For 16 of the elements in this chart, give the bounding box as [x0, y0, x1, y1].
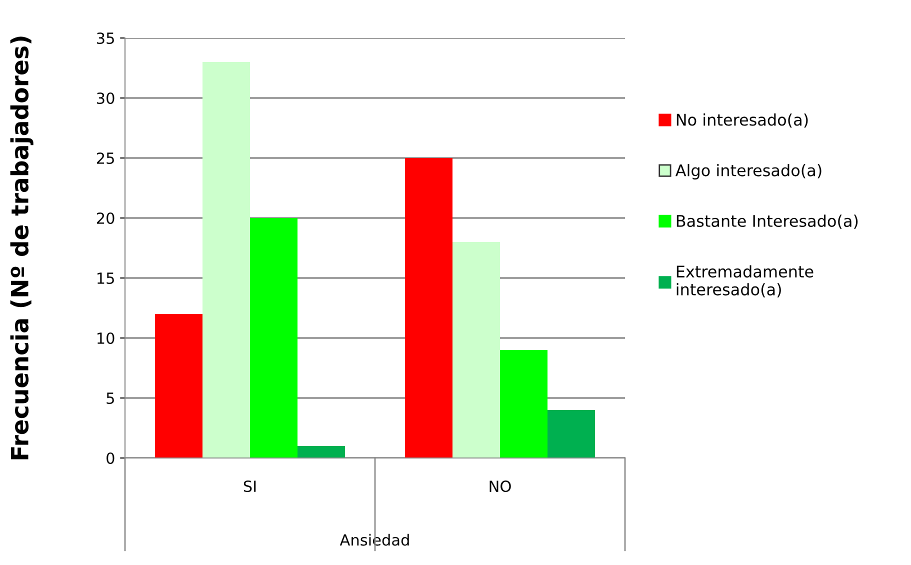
- y-tick-label: 20: [96, 212, 114, 224]
- x-axis-title: Ansiedad: [340, 534, 409, 546]
- y-tick-label: 5: [106, 392, 114, 404]
- y-tick-label: 0: [106, 452, 114, 464]
- legend-label: Bastante Interesado(a): [676, 214, 858, 229]
- y-tick-label: 35: [97, 32, 114, 44]
- legend-label: No interesado(a): [676, 113, 808, 128]
- x-tick-label: SI: [244, 480, 256, 492]
- legend-label: Extremadamente interesado(a): [676, 265, 814, 298]
- y-tick-label: 15: [98, 272, 114, 284]
- y-axis-title: Frecuencia (Nº de trabajadores): [10, 36, 34, 460]
- y-tick-label: 25: [96, 152, 114, 164]
- x-tick-label: NO: [490, 480, 511, 492]
- legend-label: Algo interesado(a): [675, 164, 822, 180]
- y-tick-label: 10: [98, 332, 114, 344]
- y-tick-label: 30: [97, 92, 114, 104]
